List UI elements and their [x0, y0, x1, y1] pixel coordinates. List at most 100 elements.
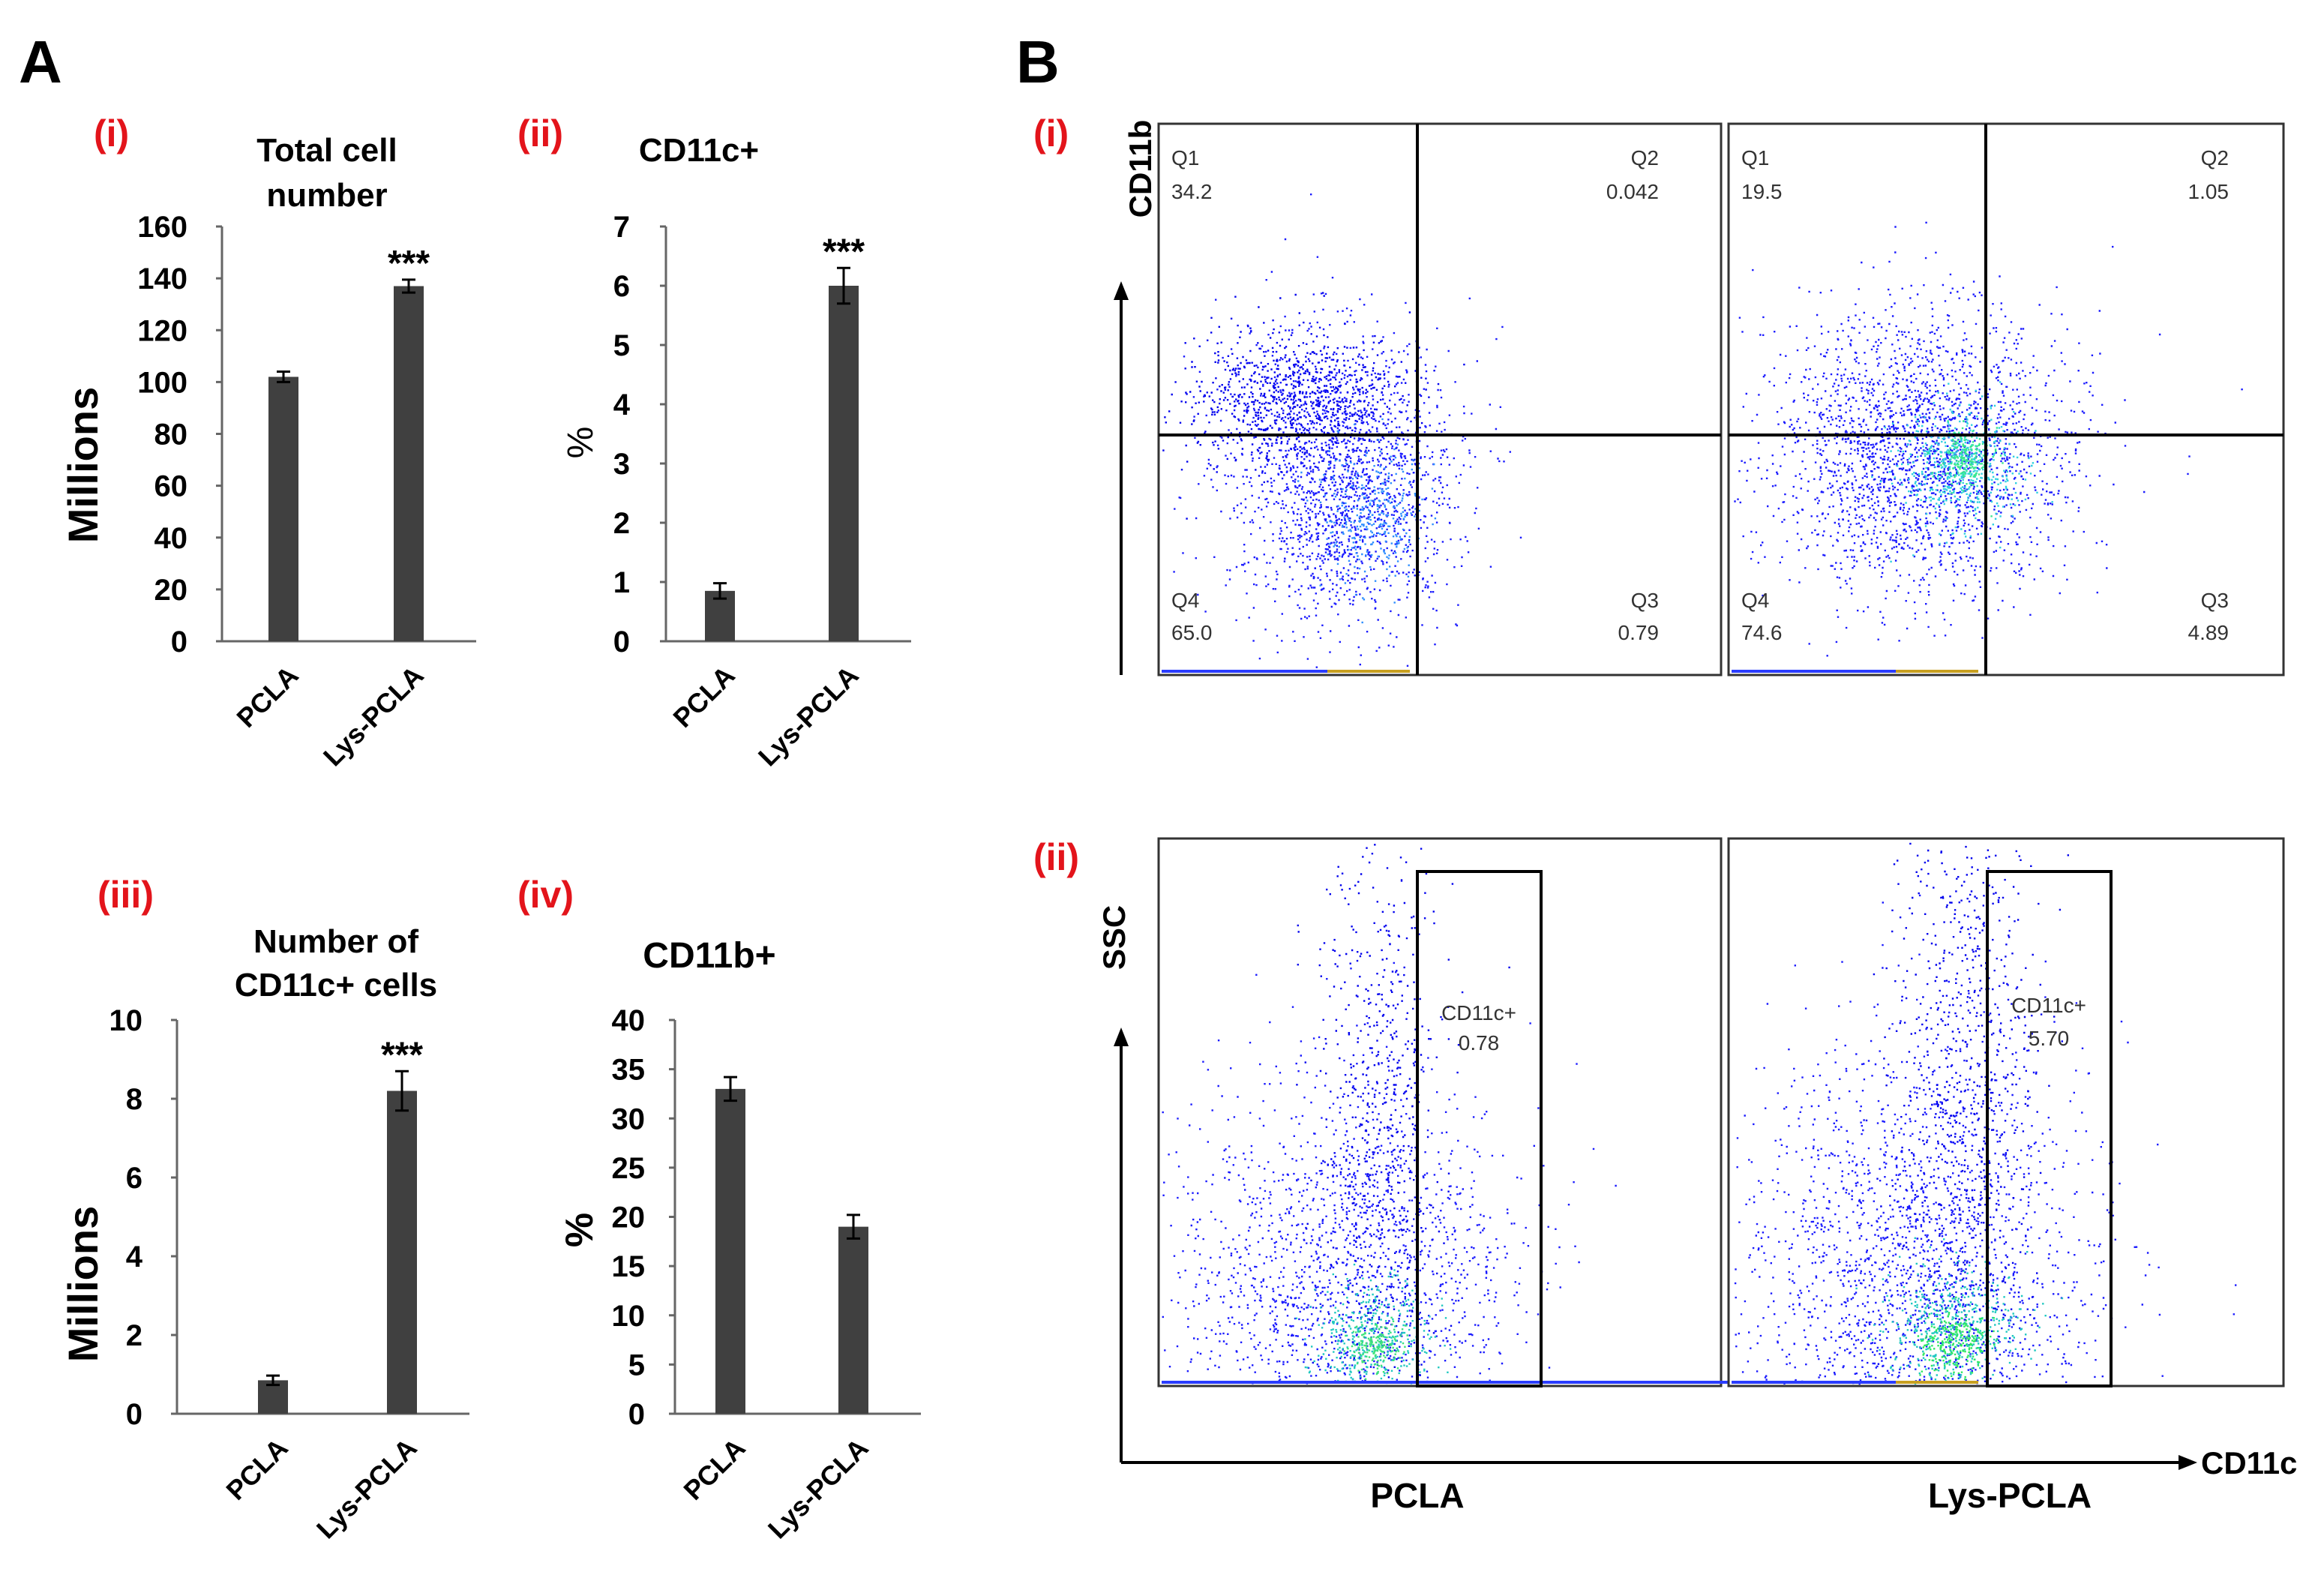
y-tick-label: 35 [612, 1054, 646, 1087]
category-label: PCLA [667, 660, 740, 734]
chart-a-iii-label: (iii) [97, 874, 154, 916]
event-dots [1343, 1306, 1410, 1380]
y-tick-label: 8 [126, 1083, 142, 1116]
chart-cd11c-percent: (ii) CD11c+ % 0 1 2 3 4 5 6 7 PCLA *** Lys-PCLA [517, 112, 911, 772]
chart-a-iii-title-line2: CD11c+ cells [235, 967, 437, 1004]
flow-b-ii-pcla-gate-box [1416, 870, 1543, 1388]
y-tick-label: 10 [612, 1300, 646, 1333]
y-tick-label: 0 [613, 626, 630, 658]
category-label: PCLA [230, 660, 304, 734]
flow-b-ii-x-arrowhead [2179, 1455, 2197, 1470]
flow-b-i-lys-q4-value: 74.6 [1741, 621, 1783, 644]
y-tick-label: 2 [126, 1319, 142, 1352]
flow-b-i-label: (i) [1033, 112, 1069, 154]
flow-b-ii-plot-lys-pcla: CD11c+ 5.70 Lys-PCLA [1727, 837, 2285, 1515]
y-tick-label: 160 [137, 211, 187, 244]
flow-b-ii-ylabel: SSC [1096, 905, 1132, 970]
chart-a-i-label: (i) [94, 112, 129, 154]
flow-b-i-pcla-q4-name: Q4 [1171, 589, 1199, 612]
flow-b-i-pcla-q1-value: 34.2 [1171, 180, 1213, 203]
flow-b-i-lys-q2-value: 1.05 [2188, 180, 2230, 203]
flow-b-i-pcla-frame [1157, 122, 1723, 676]
category-label: Lys-PCLA [752, 660, 865, 772]
category-label: Lys-PCLA [317, 660, 430, 772]
y-tick-label: 4 [126, 1240, 143, 1274]
flow-b-ii-xlabel: CD11c [2201, 1445, 2297, 1480]
bar-lys-pcla [387, 1090, 417, 1414]
event-dots [1855, 1237, 2064, 1385]
event-dots [1297, 418, 1437, 624]
axis-pileup [1732, 1381, 1959, 1384]
flow-b-ii-pcla-frame [1157, 837, 1723, 1388]
chart-a-i-title-line2: number [266, 177, 387, 214]
flow-b-i-pcla-q3-value: 0.79 [1618, 621, 1660, 644]
axis-pileup-hot [1327, 670, 1410, 673]
flow-b-i-lys-q2-name: Q2 [2201, 146, 2229, 170]
y-tick-label: 1 [613, 566, 630, 599]
flow-b-ii-lys-sample-label: Lys-PCLA [1928, 1476, 2092, 1515]
flow-b-i-pcla-q2-name: Q2 [1631, 146, 1659, 170]
event-dot-cloud [1732, 842, 2237, 1385]
axis-pileup [1162, 1381, 1959, 1384]
y-tick-label: 20 [154, 574, 188, 607]
axis-pileup-hot [1896, 670, 1978, 673]
chart-a-i-title-line1: Total cell [256, 132, 397, 169]
bar-lys-pcla [838, 1226, 868, 1414]
flow-b-ii-label: (ii) [1033, 836, 1079, 878]
y-tick-label: 5 [628, 1348, 645, 1382]
flow-b-ii-pcla-sample-label: PCLA [1370, 1476, 1464, 1515]
flow-cd11b-quadrants: (i) CD11b Q1 34.2 Q2 0.042 Q4 65.0 Q3 0.… [1033, 112, 2285, 676]
flow-b-ii-lys-frame [1727, 837, 2285, 1388]
bar-pcla [268, 376, 298, 641]
category-label: PCLA [677, 1432, 751, 1506]
flow-b-i-pcla-q2-value: 0.042 [1606, 180, 1659, 203]
flow-b-i-plot-lys-pcla: Q1 19.5 Q2 1.05 Q4 74.6 Q3 4.89 [1727, 122, 2285, 676]
chart-a-ii-label: (ii) [517, 112, 563, 154]
axis-pileup [1732, 670, 1959, 673]
event-dot-cloud [1162, 194, 1522, 673]
flow-ssc-cd11c-gates: (ii) SSC CD11c CD11c+ 0.78 PCLA CD11c+ 5… [1033, 836, 2297, 1515]
y-tick-label: 15 [612, 1250, 646, 1283]
bar-lys-pcla [394, 286, 424, 641]
y-tick-label: 80 [154, 418, 188, 452]
y-tick-label: 40 [154, 522, 188, 555]
y-tick-label: 20 [612, 1202, 646, 1234]
panel-b-letter: B [1016, 28, 1060, 95]
chart-a-ii-ylabel: % [561, 427, 601, 459]
flow-b-i-lys-q1-name: Q1 [1741, 146, 1769, 170]
flow-b-i-lys-q3-name: Q3 [2201, 589, 2229, 612]
y-tick-label: 2 [613, 507, 630, 540]
y-tick-label: 10 [109, 1004, 143, 1037]
flow-b-ii-pcla-gate-name: CD11c+ [1441, 1001, 1516, 1024]
flow-b-i-pcla-q1-name: Q1 [1171, 146, 1199, 170]
flow-b-ii-y-arrowhead [1114, 1028, 1129, 1046]
y-tick-label: 4 [613, 388, 631, 422]
flow-b-i-lys-q3-value: 4.89 [2188, 621, 2230, 644]
y-tick-label: 0 [171, 626, 187, 658]
event-dot-cloud [1732, 221, 2243, 673]
flow-b-i-lys-q4-name: Q4 [1741, 589, 1769, 612]
y-tick-label: 140 [137, 262, 187, 296]
y-tick-label: 0 [628, 1398, 645, 1431]
flow-b-ii-pcla-gate-value: 0.78 [1459, 1031, 1500, 1054]
y-tick-label: 60 [154, 470, 188, 503]
flow-b-i-ylabel: CD11b [1123, 120, 1158, 218]
category-label: PCLA [220, 1432, 293, 1506]
category-label: Lys-PCLA [762, 1432, 874, 1545]
flow-b-i-pcla-q4-value: 65.0 [1171, 621, 1213, 644]
chart-a-iv-ylabel: % [558, 1213, 601, 1247]
bar-lys-pcla [829, 286, 859, 641]
chart-number-cd11c-cells: (iii) Number of CD11c+ cells Millions 0 2… [59, 874, 469, 1544]
flow-b-i-lys-q1-value: 19.5 [1741, 180, 1783, 203]
y-tick-label: 25 [612, 1152, 646, 1185]
y-tick-label: 0 [126, 1398, 142, 1431]
chart-a-iii-ylabel: Millions [59, 1206, 106, 1362]
flow-b-ii-lys-gate-value: 5.70 [2029, 1027, 2070, 1050]
chart-a-i-ylabel: Millions [59, 387, 106, 543]
y-tick-label: 120 [137, 314, 187, 347]
bar-pcla [715, 1088, 745, 1414]
chart-a-ii-title: CD11c+ [639, 132, 759, 169]
flow-b-i-y-arrowhead [1114, 281, 1129, 300]
axis-pileup [1162, 670, 1390, 673]
